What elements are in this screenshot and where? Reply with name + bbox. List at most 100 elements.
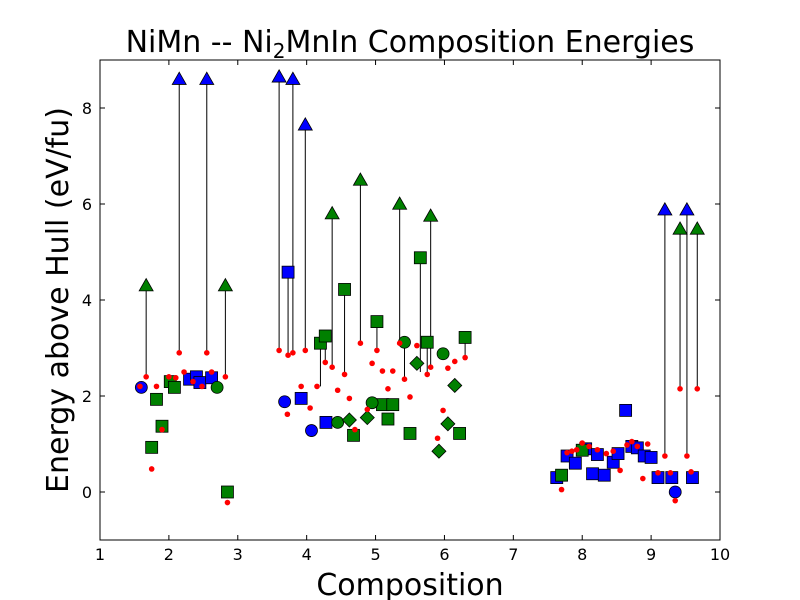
square-marker	[619, 403, 633, 417]
red-dot-marker	[153, 383, 160, 390]
x-tick-label: 8	[577, 545, 587, 564]
red-dot-marker	[143, 374, 149, 380]
circle-marker	[305, 424, 318, 437]
red-dot-marker	[401, 376, 408, 383]
red-dot-marker	[357, 340, 364, 347]
red-dot-marker	[462, 354, 468, 361]
red-dot-marker	[341, 371, 348, 378]
red-dot-marker	[594, 446, 601, 453]
red-dot-marker	[284, 411, 291, 418]
square-marker	[167, 380, 181, 394]
circle-marker	[668, 485, 682, 499]
red-dot-marker	[427, 364, 434, 371]
title-subscript: 2	[273, 39, 286, 63]
triangle-marker	[422, 208, 439, 222]
square-marker	[453, 427, 467, 440]
x-tick-label: 1	[95, 545, 105, 564]
square-marker	[370, 315, 384, 329]
triangle-marker	[352, 172, 369, 186]
red-dot-marker	[569, 448, 575, 455]
x-tick-label: 7	[508, 545, 518, 564]
circle-marker	[436, 347, 450, 361]
triangle-marker	[297, 116, 313, 131]
triangle-marker	[657, 201, 673, 216]
red-dot-marker	[172, 374, 179, 381]
red-dot-marker	[617, 467, 623, 474]
y-tick-label: 2	[82, 387, 92, 406]
red-dot-marker	[176, 350, 183, 356]
red-dot-marker	[369, 360, 375, 367]
x-tick-label: 2	[164, 545, 174, 564]
circle-marker	[331, 415, 345, 429]
red-dot-marker	[655, 470, 661, 476]
y-tick-label: 6	[82, 195, 92, 214]
red-dot-marker	[290, 350, 296, 356]
red-dot-marker	[364, 406, 371, 413]
red-dot-marker	[166, 374, 172, 380]
red-dot-marker	[640, 475, 646, 482]
plot-frame	[99, 59, 721, 541]
triangle-marker	[217, 277, 234, 292]
square-marker	[338, 283, 351, 296]
square-marker	[318, 329, 332, 343]
red-dot-marker	[181, 369, 187, 375]
red-dot-marker	[610, 448, 617, 455]
y-axis-label: Energy above Hull (eV/fu)	[41, 107, 76, 493]
y-tick-label: 0	[82, 483, 92, 502]
red-dot-marker	[352, 426, 358, 433]
red-dot-marker	[684, 453, 690, 459]
triangle-marker	[679, 201, 695, 216]
title-prefix: NiMn -- Ni	[126, 25, 273, 60]
x-axis-label: Composition	[316, 568, 503, 600]
x-tick-label: 6	[439, 545, 449, 564]
title-suffix: MnIn Composition Energies	[286, 25, 695, 60]
red-dot-marker	[224, 499, 231, 506]
red-dot-marker	[285, 352, 291, 359]
x-tick-label: 3	[233, 545, 243, 564]
square-marker	[458, 331, 472, 344]
plot-marks	[134, 68, 705, 506]
red-dot-marker	[667, 470, 674, 476]
diamond-marker	[447, 377, 463, 394]
red-dot-marker	[445, 365, 451, 371]
square-marker	[386, 398, 400, 412]
red-dot-marker	[634, 443, 641, 450]
triangle-marker	[271, 68, 287, 83]
red-dot-marker	[603, 450, 610, 457]
circle-marker	[210, 380, 224, 394]
red-dot-marker	[573, 446, 580, 453]
red-dot-marker	[148, 466, 155, 472]
red-dot-marker	[329, 364, 335, 371]
x-tick-label: 4	[302, 545, 312, 564]
triangle-marker	[199, 71, 215, 85]
red-dot-marker	[137, 383, 143, 390]
red-dot-marker	[379, 368, 386, 374]
red-dot-marker	[374, 347, 380, 354]
x-tick-label: 5	[370, 545, 380, 564]
red-dot-marker	[414, 342, 420, 349]
diamond-marker	[431, 443, 447, 459]
square-marker	[586, 467, 599, 481]
red-dot-marker	[629, 438, 635, 445]
triangle-marker	[285, 71, 301, 85]
triangle-marker	[391, 196, 408, 210]
red-dot-marker	[322, 359, 329, 366]
square-marker	[644, 451, 658, 464]
diamond-marker	[341, 412, 357, 428]
square-marker	[381, 412, 395, 426]
red-dot-marker	[307, 405, 313, 411]
square-marker	[294, 391, 308, 405]
red-dot-marker	[346, 395, 353, 402]
red-dot-marker	[440, 407, 446, 414]
square-marker	[413, 251, 427, 265]
red-dot-marker	[396, 340, 403, 347]
square-marker	[568, 456, 582, 470]
red-dot-marker	[385, 386, 391, 392]
red-dot-marker	[694, 386, 701, 392]
square-marker	[150, 392, 163, 406]
diamond-marker	[409, 355, 425, 371]
triangle-marker	[672, 221, 688, 235]
triangle-marker	[324, 205, 340, 220]
red-dot-marker	[672, 497, 679, 504]
red-dot-marker	[558, 486, 565, 493]
